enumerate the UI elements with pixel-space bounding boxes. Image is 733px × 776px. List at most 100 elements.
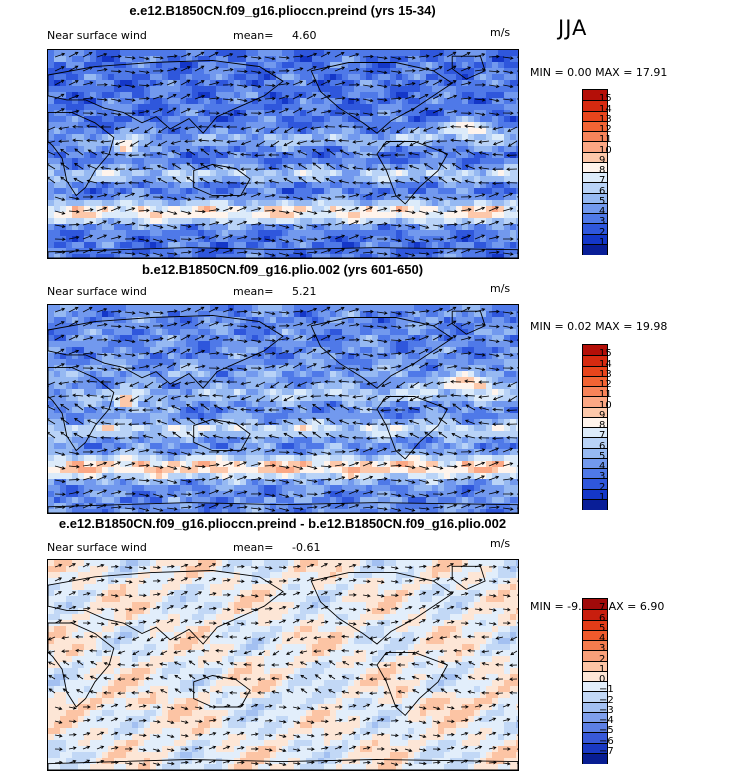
colorbar-tick-label: 1: [599, 663, 606, 675]
colorbar-tick-label: 6: [599, 185, 606, 197]
colorbar-tick-label: 4: [599, 206, 606, 217]
colorbar-segment: [583, 691, 607, 703]
colorbar-segment: [583, 375, 607, 387]
colorbar-segment: [583, 681, 607, 693]
colorbar-tick-label: 10: [599, 399, 612, 411]
colorbar-tick-label: 10: [599, 144, 612, 156]
panel-1-map: [47, 49, 519, 259]
colorbar-tick-label: 2: [599, 653, 606, 665]
colorbar-tick-label: −5: [599, 725, 614, 737]
colorbar-segment: [583, 406, 607, 418]
panel-3-mean-value: -0.61: [292, 541, 321, 554]
colorbar-tick-label: 6: [599, 440, 606, 452]
colorbar-segment: [583, 732, 607, 744]
colorbar-segment: [583, 670, 607, 682]
colorbar-segment: [583, 722, 607, 734]
colorbar-segment: [583, 90, 607, 102]
colorbar-tick-label: 13: [599, 113, 612, 125]
colorbar-tick-label: −3: [599, 704, 614, 716]
colorbar-tick-label: 14: [599, 358, 612, 370]
panel-3-colorbar: [582, 598, 608, 764]
colorbar-segment: [583, 711, 607, 723]
panel-3-title: e.e12.B1850CN.f09_g16.plioccn.preind - b…: [58, 516, 507, 531]
colorbar-segment: [583, 660, 607, 672]
colorbar-segment: [583, 110, 607, 122]
colorbar-tick-label: 5: [599, 195, 606, 207]
colorbar-segment: [583, 416, 607, 428]
colorbar-segment: [583, 752, 607, 764]
colorbar-tick-label: 8: [599, 420, 606, 431]
colorbar-segment: [583, 213, 607, 225]
colorbar-segment: [583, 202, 607, 214]
panel-1-mean-label: mean=: [233, 29, 274, 42]
colorbar-tick-label: 1: [599, 491, 606, 503]
panel-2-colorbar: [582, 344, 608, 510]
panel-1-variable: Near surface wind: [47, 29, 147, 42]
colorbar-tick-label: 2: [599, 481, 606, 493]
colorbar-tick-label: 7: [599, 175, 606, 187]
colorbar-tick-label: 12: [599, 124, 612, 135]
colorbar-tick-label: 15: [599, 348, 612, 360]
colorbar-segment: [583, 468, 607, 480]
panel-2-units: m/s: [490, 282, 511, 295]
colorbar-segment: [583, 629, 607, 641]
colorbar-segment: [583, 243, 607, 255]
colorbar-segment: [583, 488, 607, 500]
colorbar-tick-label: 7: [599, 602, 606, 614]
colorbar-segment: [583, 478, 607, 490]
colorbar-tick-label: 2: [599, 226, 606, 238]
colorbar-segment: [583, 233, 607, 245]
colorbar-segment: [583, 609, 607, 621]
colorbar-segment: [583, 192, 607, 204]
colorbar-tick-label: 8: [599, 165, 606, 176]
colorbar-tick-label: 11: [599, 134, 612, 146]
colorbar-tick-label: 9: [599, 409, 606, 421]
colorbar-tick-label: 7: [599, 430, 606, 442]
panel-3-mean-label: mean=: [233, 541, 274, 554]
panel-1-mean-value: 4.60: [292, 29, 317, 42]
colorbar-tick-label: 3: [599, 643, 606, 655]
colorbar-segment: [583, 182, 607, 194]
colorbar-segment: [583, 100, 607, 112]
panel-1-units: m/s: [490, 26, 511, 39]
colorbar-segment: [583, 427, 607, 439]
panel-3-units: m/s: [490, 537, 511, 550]
colorbar-tick-label: 15: [599, 93, 612, 105]
colorbar-tick-label: 4: [599, 461, 606, 472]
colorbar-tick-label: 5: [599, 450, 606, 462]
colorbar-tick-label: −2: [599, 694, 614, 706]
panel-1-colorbar: [582, 89, 608, 255]
colorbar-segment: [583, 131, 607, 143]
colorbar-segment: [583, 365, 607, 377]
colorbar-tick-label: 4: [599, 633, 606, 644]
panel-2-variable: Near surface wind: [47, 285, 147, 298]
colorbar-segment: [583, 223, 607, 235]
colorbar-segment: [583, 141, 607, 153]
colorbar-segment: [583, 396, 607, 408]
panel-2-mean-label: mean=: [233, 285, 274, 298]
colorbar-segment: [583, 619, 607, 631]
colorbar-tick-label: −6: [599, 735, 614, 747]
colorbar-segment: [583, 447, 607, 459]
panel-3-variable: Near surface wind: [47, 541, 147, 554]
colorbar-segment: [583, 161, 607, 173]
colorbar-segment: [583, 701, 607, 713]
colorbar-tick-label: 3: [599, 216, 606, 228]
panel-1-title: e.e12.B1850CN.f09_g16.plioccn.preind (yr…: [129, 3, 436, 18]
colorbar-tick-label: −4: [599, 715, 614, 726]
colorbar-segment: [583, 355, 607, 367]
panel-2-mean-value: 5.21: [292, 285, 317, 298]
colorbar-tick-label: 0: [599, 674, 606, 685]
colorbar-segment: [583, 386, 607, 398]
colorbar-segment: [583, 640, 607, 652]
colorbar-tick-label: 3: [599, 471, 606, 483]
colorbar-segment: [583, 172, 607, 184]
colorbar-tick-label: 5: [599, 622, 606, 634]
colorbar-tick-label: 6: [599, 612, 606, 624]
colorbar-tick-label: 14: [599, 103, 612, 115]
colorbar-segment: [583, 742, 607, 754]
colorbar-segment: [583, 457, 607, 469]
colorbar-segment: [583, 120, 607, 132]
colorbar-tick-label: 9: [599, 154, 606, 166]
panel-2-minmax: MIN = 0.02 MAX = 19.98: [530, 320, 668, 333]
